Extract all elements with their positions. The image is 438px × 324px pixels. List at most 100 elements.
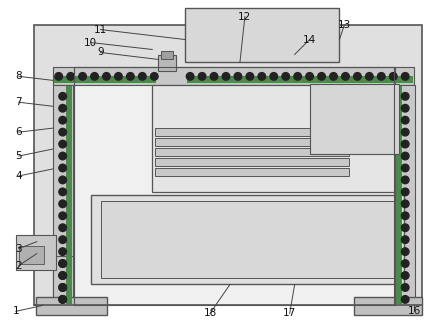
Bar	[155, 148, 350, 156]
Circle shape	[59, 236, 67, 243]
Bar	[53, 67, 414, 85]
Text: 5: 5	[16, 151, 22, 161]
Bar	[187, 76, 413, 83]
Circle shape	[59, 152, 67, 160]
Circle shape	[59, 284, 67, 291]
Circle shape	[270, 73, 278, 80]
Circle shape	[401, 295, 409, 303]
Bar	[185, 8, 339, 63]
Text: 10: 10	[84, 38, 97, 48]
Bar	[91, 195, 404, 284]
Circle shape	[401, 73, 409, 80]
Bar	[53, 85, 73, 306]
Bar	[396, 86, 402, 304]
Text: 6: 6	[16, 127, 22, 137]
Bar	[155, 158, 350, 166]
Bar	[155, 168, 350, 176]
Circle shape	[59, 295, 67, 303]
Circle shape	[401, 212, 409, 220]
Text: 2: 2	[16, 260, 22, 271]
Circle shape	[401, 260, 409, 267]
Bar	[354, 297, 422, 315]
Text: 12: 12	[238, 12, 251, 22]
Circle shape	[401, 248, 409, 255]
Text: 14: 14	[303, 35, 316, 44]
Circle shape	[59, 128, 67, 136]
Text: 16: 16	[407, 307, 421, 316]
Circle shape	[401, 140, 409, 148]
Circle shape	[67, 73, 74, 80]
Circle shape	[59, 164, 67, 172]
Circle shape	[59, 295, 67, 303]
Circle shape	[59, 188, 67, 196]
Bar	[310, 84, 399, 154]
Circle shape	[59, 116, 67, 124]
Bar	[54, 76, 156, 83]
Circle shape	[59, 104, 67, 112]
Circle shape	[258, 73, 265, 80]
Bar	[100, 201, 394, 279]
Bar	[155, 138, 350, 146]
Bar	[34, 25, 422, 306]
Circle shape	[401, 200, 409, 208]
Circle shape	[79, 73, 86, 80]
Circle shape	[59, 212, 67, 220]
Circle shape	[59, 260, 67, 267]
Circle shape	[138, 73, 146, 80]
Bar	[16, 235, 56, 270]
Bar	[36, 297, 107, 315]
Text: 4: 4	[16, 171, 22, 181]
Circle shape	[210, 73, 218, 80]
Bar	[161, 52, 173, 59]
Text: 8: 8	[16, 71, 22, 81]
Circle shape	[246, 73, 254, 80]
Circle shape	[59, 284, 67, 291]
Circle shape	[59, 176, 67, 184]
Bar	[53, 256, 73, 306]
Circle shape	[366, 73, 373, 80]
Text: 3: 3	[16, 244, 22, 254]
Circle shape	[59, 140, 67, 148]
Circle shape	[59, 272, 67, 279]
Bar	[66, 257, 72, 304]
Circle shape	[115, 73, 122, 80]
Circle shape	[91, 73, 98, 80]
Circle shape	[401, 176, 409, 184]
Text: 13: 13	[338, 19, 351, 29]
Text: 17: 17	[283, 308, 297, 318]
Circle shape	[401, 272, 409, 279]
Bar	[74, 67, 394, 306]
Circle shape	[401, 164, 409, 172]
Text: 7: 7	[16, 97, 22, 107]
Circle shape	[294, 73, 301, 80]
Bar	[158, 55, 176, 71]
Circle shape	[234, 73, 242, 80]
Circle shape	[353, 73, 361, 80]
Circle shape	[401, 104, 409, 112]
Text: 11: 11	[94, 25, 107, 35]
Circle shape	[401, 224, 409, 232]
Circle shape	[59, 92, 67, 100]
Text: 1: 1	[13, 307, 19, 316]
Circle shape	[401, 128, 409, 136]
Circle shape	[151, 73, 158, 80]
Bar	[155, 128, 350, 136]
Circle shape	[306, 73, 314, 80]
Circle shape	[401, 116, 409, 124]
Circle shape	[102, 73, 110, 80]
Circle shape	[401, 236, 409, 243]
Circle shape	[401, 284, 409, 291]
Bar	[66, 86, 72, 304]
Text: 18: 18	[203, 308, 217, 318]
Circle shape	[389, 73, 397, 80]
Circle shape	[127, 73, 134, 80]
Circle shape	[222, 73, 230, 80]
Circle shape	[342, 73, 349, 80]
Bar	[152, 85, 399, 192]
Circle shape	[378, 73, 385, 80]
Circle shape	[401, 92, 409, 100]
Circle shape	[59, 248, 67, 255]
Bar	[395, 85, 415, 306]
Bar	[19, 246, 44, 263]
Circle shape	[59, 224, 67, 232]
